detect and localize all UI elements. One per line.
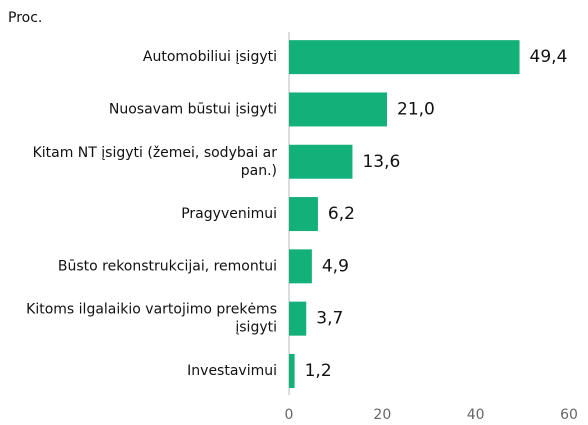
- y-tick-label: Nuosavam būstui įsigyti: [109, 101, 277, 117]
- data-label: 4,9: [322, 256, 349, 276]
- data-label: 13,6: [362, 152, 400, 172]
- y-tick-label: Pragyvenimui: [181, 206, 277, 222]
- data-label: 3,7: [316, 309, 343, 329]
- data-label: 49,4: [530, 47, 568, 67]
- x-tick-label: 40: [467, 407, 485, 423]
- x-tick-label: 0: [285, 407, 294, 423]
- y-tick-label: Investavimui: [187, 363, 277, 379]
- bar: [289, 353, 295, 388]
- y-tick-label: Automobiliui įsigyti: [143, 49, 277, 65]
- x-tick-label: 60: [560, 407, 578, 423]
- bar: [289, 249, 312, 284]
- bar: [289, 301, 307, 336]
- bar: [289, 197, 318, 232]
- bar: [289, 92, 387, 127]
- y-tick-label: Kitam NT įsigyti (žemei, sodybai ar pan.): [33, 145, 278, 179]
- bar: [289, 40, 520, 75]
- bar: [289, 144, 353, 179]
- axis-label: Proc.: [8, 10, 42, 26]
- y-tick-label: Būsto rekonstrukcijai, remontui: [58, 258, 277, 274]
- data-label: 1,2: [305, 361, 332, 381]
- data-label: 21,0: [397, 99, 435, 119]
- x-tick-label: 20: [373, 407, 391, 423]
- data-label: 6,2: [328, 204, 355, 224]
- y-tick-label: Kitoms ilgalaikio vartojimo prekėms įsigy…: [26, 302, 277, 336]
